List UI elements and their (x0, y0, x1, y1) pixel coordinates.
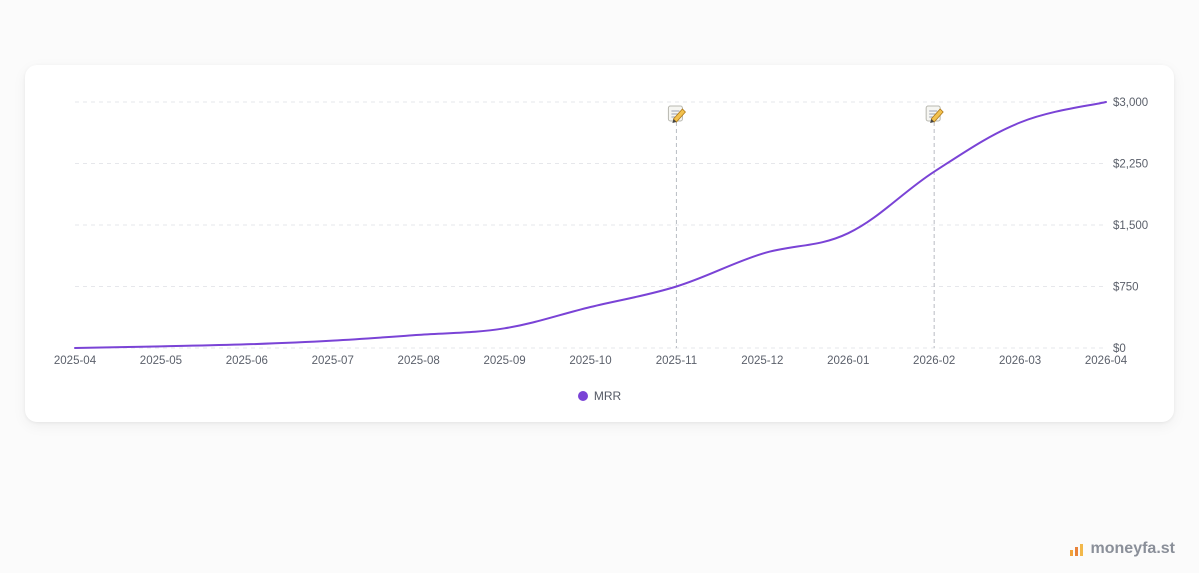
brand-watermark: moneyfa.st (1069, 540, 1175, 558)
bar-chart-icon (1069, 542, 1085, 556)
mrr-line-chart: $0$750$1,500$2,250$3,000 2025-04 2025-05 2… (54, 97, 1148, 367)
legend-marker-icon (577, 391, 588, 401)
legend-label: MRR (593, 389, 622, 403)
x-tick-label: 2026-01 (827, 355, 869, 367)
grid-lines (75, 101, 1106, 349)
memo-icon[interactable] (667, 105, 686, 123)
x-tick-label: 2026-02 (913, 355, 955, 367)
x-tick-label: 2025-05 (140, 355, 182, 367)
x-tick-label: 2025-06 (226, 355, 268, 367)
y-axis-ticks: $0 $750 $1,500 $2,250 $3,000 (1113, 97, 1148, 355)
x-tick-label: 2025-08 (398, 355, 440, 367)
y-tick-label: $1,500 (1113, 220, 1148, 232)
y-tick-label: $3,000 (1113, 97, 1148, 109)
y-tick-label: $0 (1113, 343, 1126, 355)
x-tick-label: 2026-04 (1085, 355, 1128, 367)
y-tick-label: $2,250 (1113, 159, 1148, 171)
x-tick-label: 2025-07 (312, 355, 354, 367)
x-axis-ticks: 2025-04 2025-05 2025-06 2025-07 2025-08 2025-… (54, 355, 1128, 367)
x-tick-label: 2026-03 (999, 355, 1041, 367)
brand-name: moneyfa.st (1090, 540, 1175, 557)
memo-icon[interactable] (925, 105, 944, 123)
series-lines (74, 101, 1107, 349)
chart-card: $0 $750 $1,500 $2,250 $3,000 2025-04 2025-05 2… (25, 65, 1174, 422)
x-tick-label: 2025-04 (54, 355, 97, 367)
x-tick-label: 2025-11 (656, 355, 697, 367)
y-tick-label: $750 (1113, 282, 1139, 294)
x-tick-label: 2025-09 (483, 355, 525, 367)
annotation-markers (667, 105, 944, 348)
series-line-mrr[interactable] (74, 101, 1107, 349)
x-tick-label: 2025-10 (569, 355, 611, 367)
chart-legend[interactable]: MRR (25, 389, 1174, 403)
x-tick-label: 2025-12 (741, 355, 783, 367)
